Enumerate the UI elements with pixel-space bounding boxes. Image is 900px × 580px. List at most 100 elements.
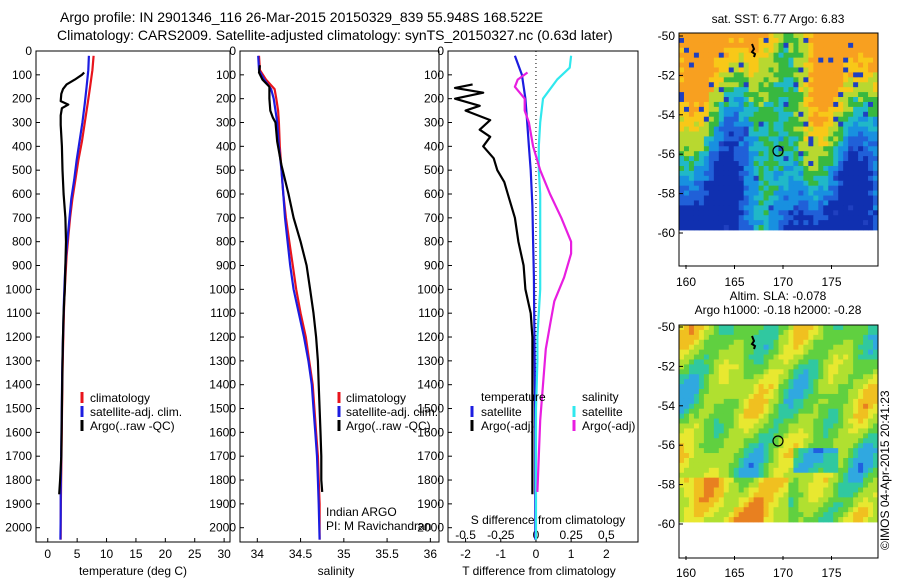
sst-cell <box>679 131 685 137</box>
sla-cell <box>838 403 844 410</box>
sst-cell <box>778 126 784 132</box>
sst-cell <box>713 161 720 167</box>
sla-cell <box>818 398 824 405</box>
sla-cell <box>793 448 799 454</box>
sst-cell <box>768 136 774 142</box>
sst-cell <box>728 111 735 118</box>
sst-cell <box>828 67 834 73</box>
sal-ytick-label: 1200 <box>209 330 236 344</box>
sst-cell <box>723 195 730 201</box>
sst-cell <box>823 72 829 78</box>
sst-cell <box>698 101 705 108</box>
sst-cell <box>798 77 804 83</box>
sla-cell <box>693 384 700 390</box>
sst-cell <box>728 220 735 226</box>
sst-cell <box>679 215 685 221</box>
sst-cell <box>778 195 784 201</box>
sst-cell <box>833 215 839 221</box>
sla-cell <box>733 462 740 469</box>
sst-cell <box>679 62 685 68</box>
sla-cell <box>858 418 864 424</box>
sla-cell <box>848 477 854 483</box>
sst-cell <box>798 92 804 98</box>
sla-cell <box>758 438 764 444</box>
sla-cell <box>848 448 854 454</box>
sla-cell <box>853 374 859 380</box>
sla-cell <box>793 492 799 498</box>
sla-cell <box>753 448 760 454</box>
sla-cell <box>679 477 685 483</box>
sst-cell <box>868 131 874 137</box>
sla-cell <box>788 354 794 360</box>
sst-cell <box>778 136 784 142</box>
sla-cell <box>803 448 809 454</box>
sla-cell <box>723 418 730 424</box>
sst-cell <box>753 190 760 196</box>
sal-ytick-label: 1400 <box>209 378 236 392</box>
sst-cell <box>843 116 849 123</box>
sst-cell <box>728 116 735 123</box>
sst-cell <box>863 47 869 54</box>
sla-cell <box>763 462 769 469</box>
sst-cell <box>703 101 710 108</box>
sla-cell <box>828 349 834 355</box>
sst-cell <box>763 161 769 167</box>
temp-ytick-label: 100 <box>12 68 32 82</box>
sla-cell <box>753 354 760 360</box>
sla-cell <box>798 462 804 469</box>
sst-cell <box>738 161 745 167</box>
sst-cell <box>803 121 809 127</box>
sla-cell <box>843 448 849 454</box>
sst-cell <box>693 72 700 78</box>
sla-cell <box>813 354 819 360</box>
sst-cell <box>783 101 789 108</box>
sst-cell <box>708 33 715 39</box>
sst-cell <box>808 205 814 211</box>
sst-cell <box>718 215 725 221</box>
sal-ytick-label: 1600 <box>209 425 236 439</box>
sst-cell <box>813 151 819 157</box>
sla-cell <box>738 517 745 523</box>
sla-cell <box>743 453 750 459</box>
sst-cell <box>838 37 844 44</box>
sst-cell <box>748 62 755 68</box>
sst-cell <box>828 106 834 113</box>
sst-cell <box>733 72 740 78</box>
sla-cell <box>858 507 864 513</box>
sla-cell <box>718 374 725 380</box>
sla-cell <box>703 423 710 429</box>
sla-cell <box>738 359 745 365</box>
sla-cell <box>863 364 869 370</box>
sla-cell <box>793 428 799 434</box>
sst-cell <box>733 111 740 118</box>
sla-cell <box>753 428 760 434</box>
sla-cell <box>728 512 735 518</box>
sla-cell <box>863 354 869 360</box>
sst-cell <box>798 200 804 206</box>
sla-cell <box>758 408 764 415</box>
sla-cell <box>763 428 769 434</box>
sst-cell <box>773 220 779 226</box>
sla-cell <box>768 334 774 341</box>
sla-cell <box>803 384 809 390</box>
sla-cell <box>868 339 874 346</box>
sla-cell <box>718 329 725 336</box>
sla-cell <box>838 443 844 449</box>
sst-cell <box>703 77 710 83</box>
sst-cell <box>823 161 829 167</box>
sst-cell <box>723 47 730 54</box>
sst-cell <box>688 165 695 172</box>
sla-cell <box>758 433 764 439</box>
sst-cell <box>768 106 774 113</box>
sla-cell <box>773 393 779 400</box>
sla-cell <box>823 339 829 346</box>
sla-cell <box>783 467 789 474</box>
sst-cell <box>703 185 710 191</box>
sst-cell <box>718 170 725 177</box>
sla-cell <box>743 344 750 351</box>
sla-cell <box>703 443 710 449</box>
sla-cell <box>728 334 735 341</box>
sst-cell <box>773 170 779 177</box>
sla-cell <box>823 482 829 488</box>
sst-cell <box>828 210 834 216</box>
